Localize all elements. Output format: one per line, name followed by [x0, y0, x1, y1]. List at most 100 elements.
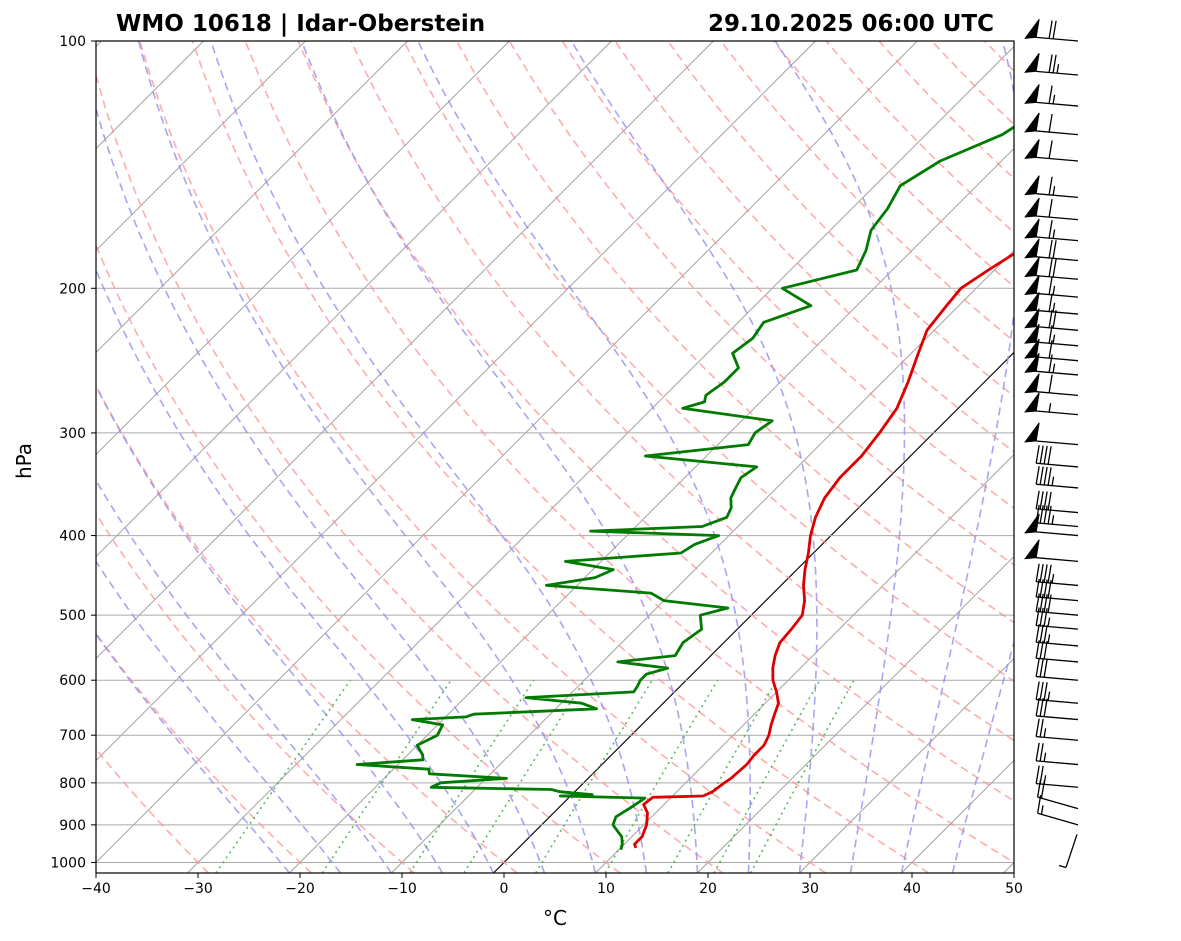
- dry-adiabat: [96, 243, 621, 873]
- wind-barb-staff: [1036, 215, 1079, 221]
- wind-barb-feather: [1035, 742, 1040, 761]
- dry-adiabat: [96, 512, 415, 873]
- isotherm: [391, 249, 1014, 873]
- wind-barb-pennant: [1024, 84, 1040, 104]
- wind-barb: [1035, 607, 1079, 630]
- dry-adiabat: [96, 632, 312, 873]
- dry-adiabat: [96, 72, 724, 873]
- wind-barb-feather: [1035, 578, 1040, 598]
- wind-barb: [1024, 338, 1079, 362]
- wind-barb-feather: [1043, 466, 1048, 486]
- isotherm: [96, 41, 306, 252]
- wind-barb: [1036, 778, 1079, 810]
- wind-barb-feather: [1039, 564, 1044, 583]
- wind-barb-staff: [1036, 256, 1079, 262]
- wind-barb-half-feather: [1051, 515, 1055, 525]
- wind-barb-staff: [1036, 508, 1079, 514]
- chart-title-station: WMO 10618 | Idar-Oberstein: [116, 11, 485, 37]
- wind-barb-feather: [1048, 54, 1053, 73]
- wind-barb: [1035, 466, 1079, 489]
- wind-barb: [1035, 640, 1079, 663]
- wind-barb-feather: [1039, 445, 1044, 464]
- dry-adiabat: [931, 41, 1014, 126]
- mixing-ratio-line: [604, 679, 719, 873]
- wind-barb: [1035, 697, 1079, 721]
- mixing-ratio-line: [409, 679, 535, 873]
- wind-barb-feather: [1052, 20, 1057, 39]
- mixing-ratio-line: [713, 679, 821, 873]
- y-tick-label: 400: [59, 529, 86, 545]
- wind-barb-feather: [1039, 640, 1044, 659]
- moist-adiabat: [96, 267, 495, 873]
- wind-barb-half-feather: [1052, 94, 1056, 104]
- wind-barb-feather: [1043, 579, 1048, 598]
- wind-barb: [1035, 765, 1079, 788]
- wind-barb-half-feather: [1052, 285, 1056, 296]
- isotherm: [697, 555, 1014, 873]
- x-tick-label: −40: [81, 881, 111, 897]
- wind-barb-feather: [1043, 698, 1048, 717]
- wind-barb-staff: [1036, 236, 1079, 242]
- wind-barb-staff: [1036, 156, 1079, 162]
- wind-barb-feather: [1052, 258, 1057, 278]
- y-tick-label: 1000: [50, 855, 86, 871]
- dry-adiabat: [350, 41, 1014, 742]
- wind-barb-feather: [1048, 258, 1053, 277]
- x-axis-label: °C: [543, 906, 567, 930]
- wind-barb: [1024, 112, 1079, 136]
- wind-barb-staff: [1036, 391, 1079, 396]
- wind-barb-staff: [1036, 193, 1079, 198]
- wind-barb-feather: [1043, 445, 1048, 465]
- wind-barb: [1024, 197, 1079, 221]
- y-tick-label: 200: [59, 281, 86, 297]
- wind-barb-feather: [1052, 240, 1057, 259]
- y-tick-label: 300: [59, 426, 86, 442]
- wind-barb-feather: [1039, 505, 1044, 524]
- wind-barb-staff: [1036, 760, 1079, 766]
- dry-adiabat: [1037, 41, 1181, 873]
- wind-barb: [1024, 238, 1079, 262]
- dry-adiabat: [297, 41, 1014, 802]
- moist-adiabat: [417, 41, 751, 873]
- wind-barb: [1024, 257, 1079, 280]
- isotherm: [187, 45, 1014, 873]
- wind-barb-staff: [1036, 531, 1079, 537]
- wind-barb: [1024, 422, 1079, 446]
- wind-barb-staff: [1036, 410, 1079, 416]
- dry-adiabat: [403, 41, 1014, 683]
- wind-barb-feather: [1052, 54, 1057, 73]
- wind-barb-feather: [1048, 340, 1053, 359]
- wind-barb-half-feather: [1052, 302, 1056, 313]
- wind-barb-pennant: [1024, 513, 1040, 534]
- background-lines: [96, 41, 1181, 873]
- mixing-ratio-line: [321, 679, 452, 873]
- wind-barb-pennant: [1024, 373, 1040, 394]
- wind-barb-pennant: [1024, 338, 1040, 359]
- moist-adiabat: [137, 41, 597, 873]
- axis-ticks: −40 −30 −20 −10 0 10 20 30 40 50 100 200 300 400 500 60…: [50, 34, 1023, 897]
- wind-barb-feather: [1035, 697, 1040, 717]
- dry-adiabat: [508, 41, 1014, 567]
- wind-barb-pennant: [1024, 53, 1040, 73]
- wind-barb-feather: [1039, 491, 1044, 510]
- wind-barb-feather: [1035, 563, 1040, 582]
- moist-adiabat: [900, 41, 1014, 873]
- wind-barb-feather: [1043, 640, 1048, 660]
- isotherm: [289, 147, 1014, 873]
- wind-barb: [1035, 593, 1079, 616]
- moist-adiabat: [300, 41, 699, 873]
- wind-barb: [1024, 513, 1079, 537]
- wind-barb-half-feather: [1051, 574, 1055, 584]
- wind-barb-feather: [1035, 658, 1040, 677]
- wind-barb-staff: [1036, 356, 1079, 362]
- wind-barb-pennant: [1024, 292, 1040, 312]
- wind-barb-feather: [1047, 505, 1052, 525]
- wind-barb-pennant: [1024, 139, 1040, 159]
- moist-adiabat: [570, 41, 818, 873]
- wind-barb-feather: [1048, 276, 1053, 295]
- wind-barb: [1035, 504, 1079, 528]
- wind-barb: [1035, 658, 1079, 681]
- wind-barb-feather: [1048, 113, 1053, 133]
- wind-barb-feather: [1039, 718, 1044, 738]
